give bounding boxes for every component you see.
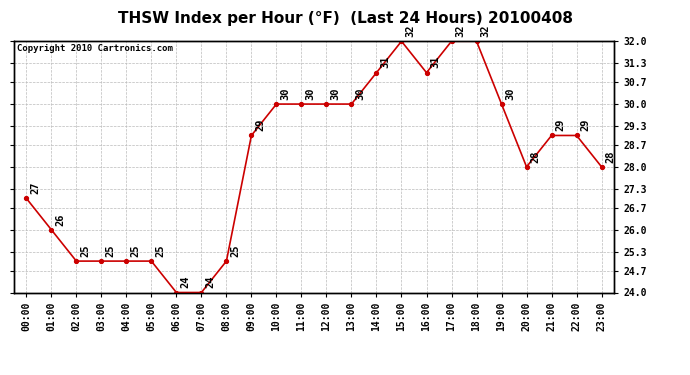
Text: 28: 28 [531,150,541,163]
Text: 24: 24 [206,276,215,288]
Text: 25: 25 [81,244,90,257]
Text: 24: 24 [181,276,190,288]
Text: 29: 29 [555,119,566,131]
Text: 26: 26 [55,213,66,225]
Text: 28: 28 [606,150,615,163]
Text: Copyright 2010 Cartronics.com: Copyright 2010 Cartronics.com [17,44,172,53]
Text: 25: 25 [155,244,166,257]
Text: 25: 25 [106,244,115,257]
Text: 25: 25 [130,244,141,257]
Text: 31: 31 [381,56,391,69]
Text: 29: 29 [255,119,266,131]
Text: 31: 31 [431,56,441,69]
Text: 30: 30 [331,87,341,100]
Text: 25: 25 [230,244,241,257]
Text: 30: 30 [281,87,290,100]
Text: 32: 32 [406,25,415,37]
Text: 30: 30 [306,87,315,100]
Text: 32: 32 [481,25,491,37]
Text: 30: 30 [355,87,366,100]
Text: 27: 27 [30,182,41,194]
Text: 29: 29 [581,119,591,131]
Text: 30: 30 [506,87,515,100]
Text: THSW Index per Hour (°F)  (Last 24 Hours) 20100408: THSW Index per Hour (°F) (Last 24 Hours)… [117,11,573,26]
Text: 32: 32 [455,25,466,37]
